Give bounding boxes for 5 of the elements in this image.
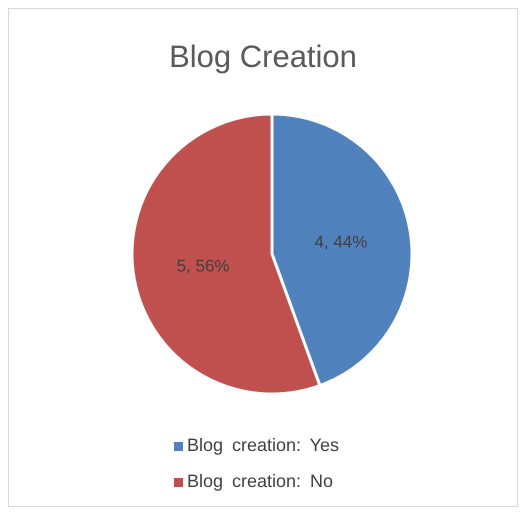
data-label: 5, 56% [176,256,230,276]
data-label: 4, 44% [314,232,368,252]
legend-label: Blog creation: No [186,471,334,491]
chart-title: Blog Creation [168,38,358,76]
legend-label: Blog creation: Yes [186,435,340,455]
